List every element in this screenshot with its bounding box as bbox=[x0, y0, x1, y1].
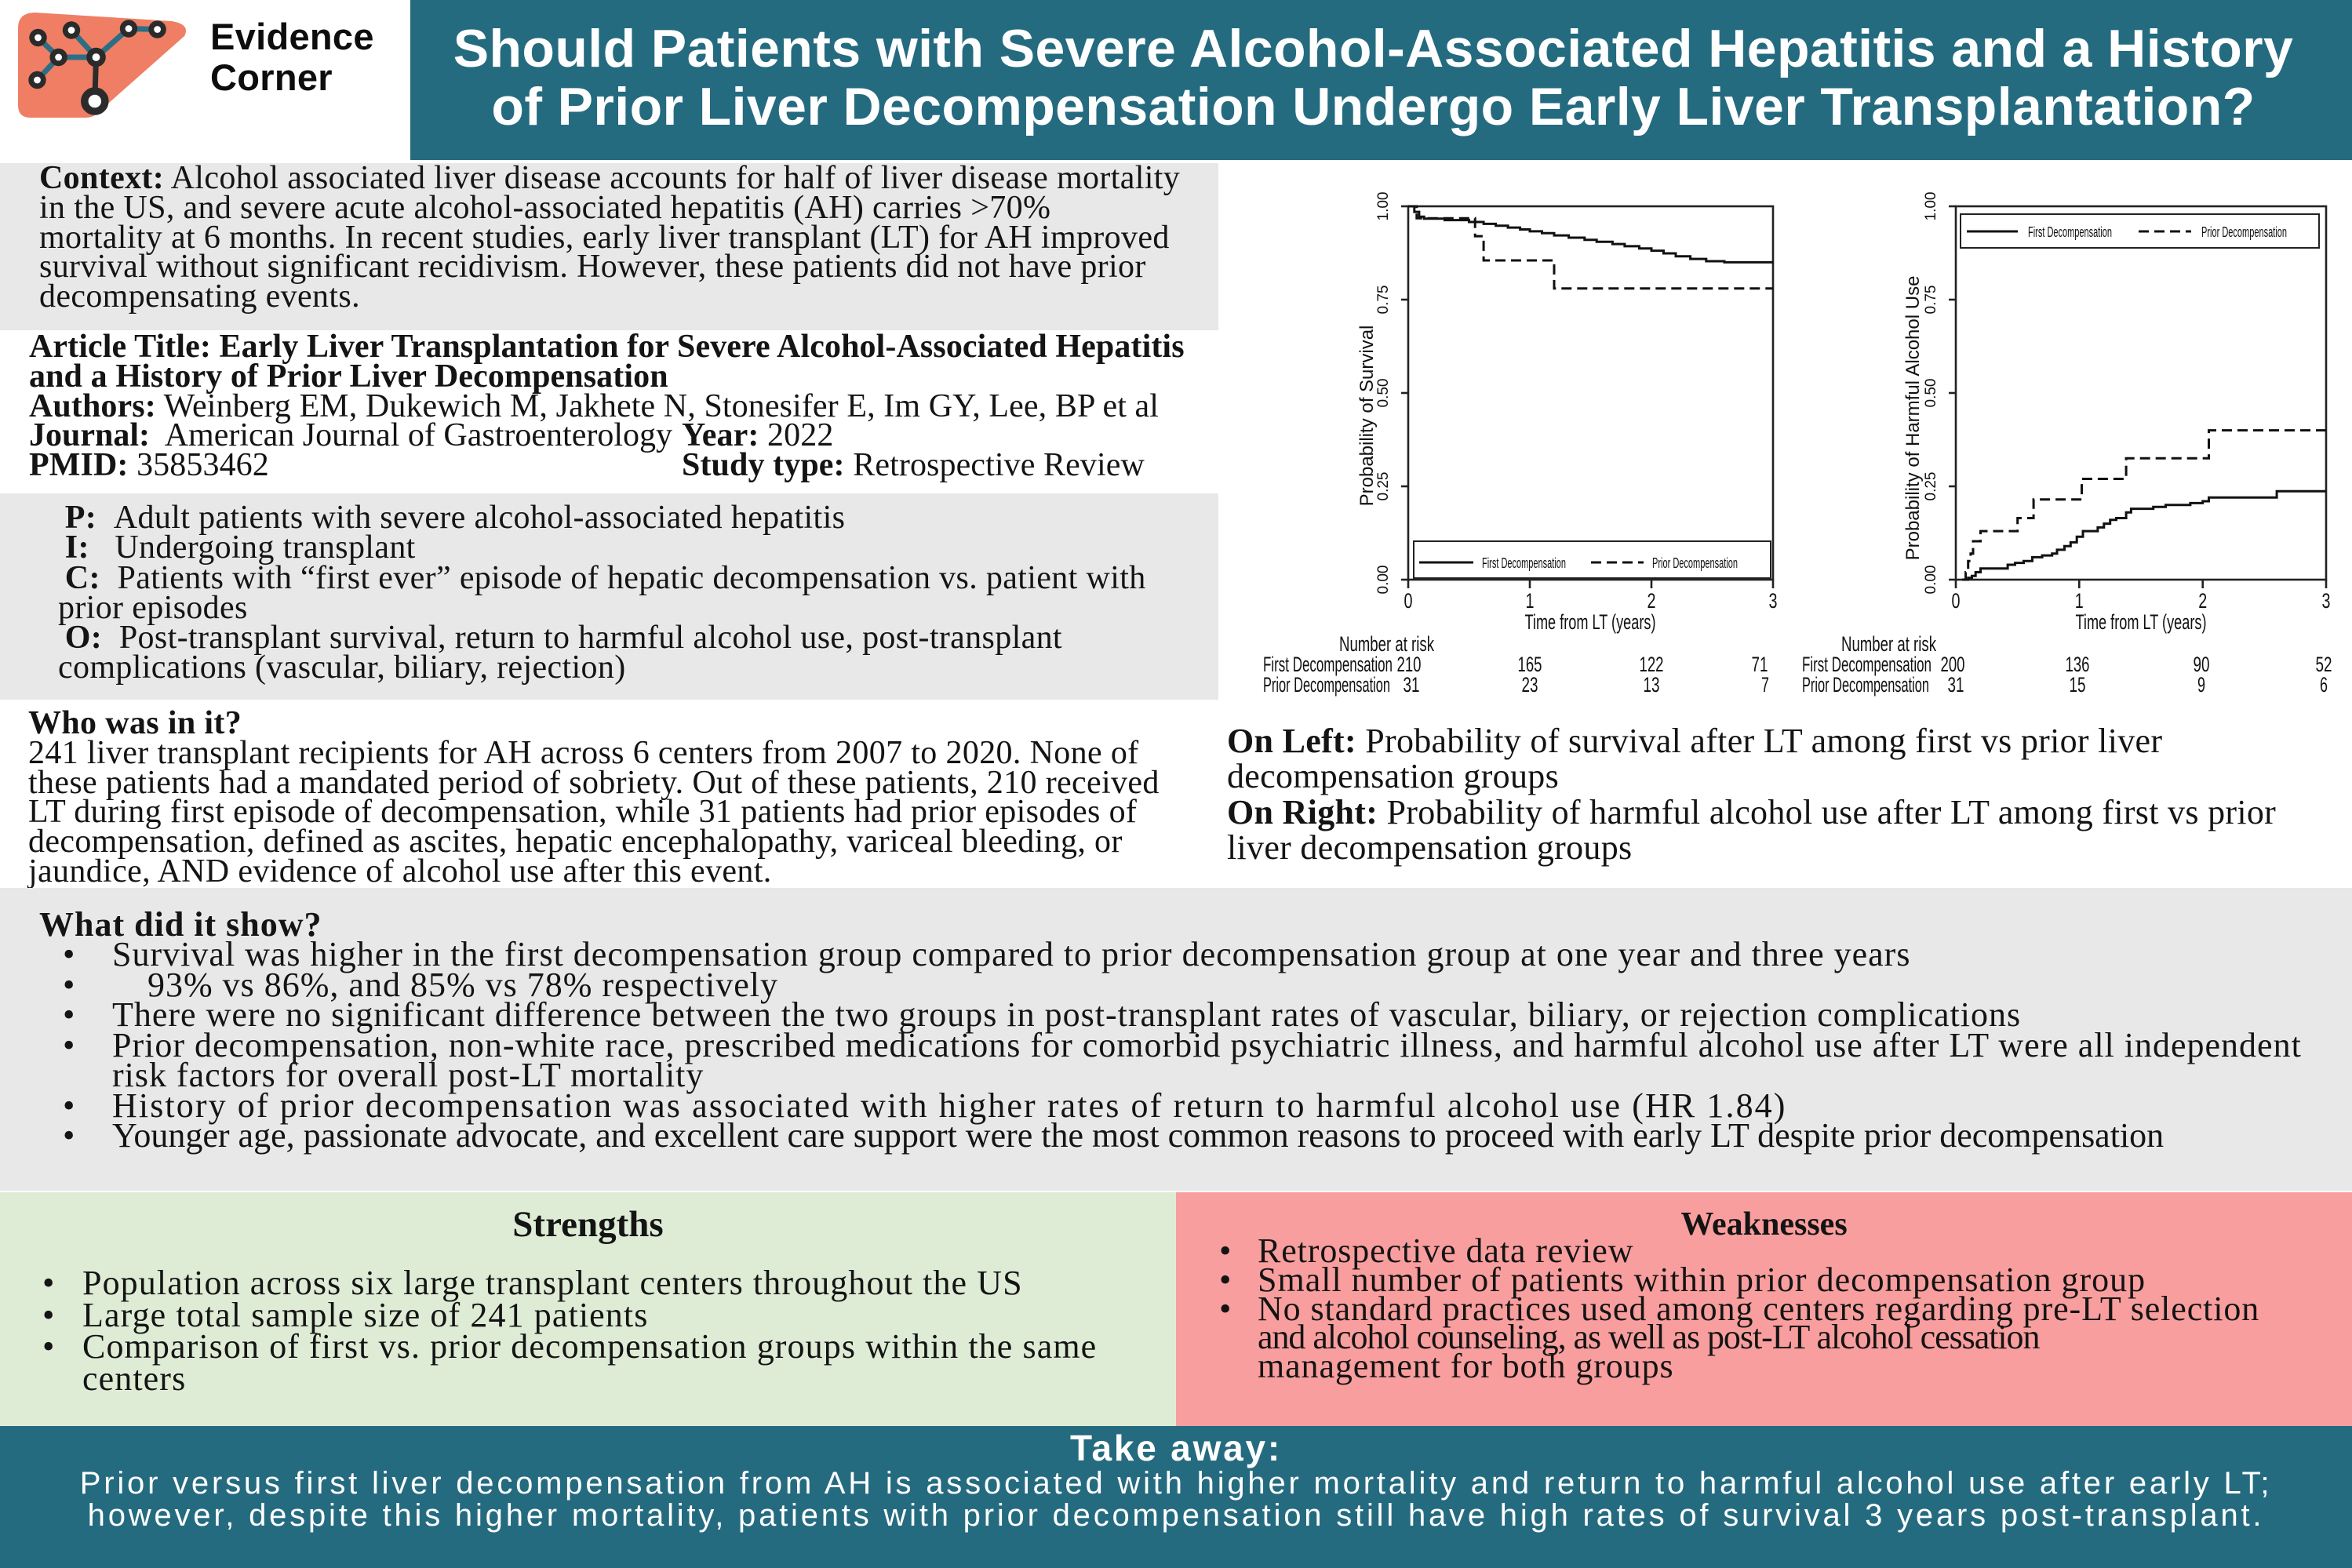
svg-text:0.75: 0.75 bbox=[1375, 286, 1392, 315]
svg-text:Number at risk: Number at risk bbox=[1841, 632, 1936, 656]
svg-text:Probability of Survival: Probability of Survival bbox=[1356, 326, 1378, 507]
svg-text:90: 90 bbox=[2194, 653, 2210, 676]
svg-text:0.50: 0.50 bbox=[1923, 379, 1939, 408]
svg-text:71: 71 bbox=[1752, 653, 1768, 676]
svg-text:3: 3 bbox=[2322, 589, 2331, 613]
svg-text:Prior Decompensation: Prior Decompensation bbox=[1802, 673, 1929, 697]
svg-text:1.00: 1.00 bbox=[1923, 192, 1939, 221]
svg-text:23: 23 bbox=[1522, 673, 1538, 697]
svg-text:31: 31 bbox=[1948, 673, 1964, 697]
svg-text:First Decompensation: First Decompensation bbox=[1263, 653, 1393, 676]
svg-text:15: 15 bbox=[2070, 673, 2086, 697]
svg-text:165: 165 bbox=[1518, 653, 1542, 676]
svg-text:2: 2 bbox=[1647, 589, 1656, 613]
svg-text:200: 200 bbox=[1941, 653, 1965, 676]
svg-text:1: 1 bbox=[2075, 589, 2084, 613]
svg-text:First Decompensation: First Decompensation bbox=[2028, 224, 2112, 240]
svg-text:0.25: 0.25 bbox=[1923, 472, 1939, 501]
svg-text:0.00: 0.00 bbox=[1375, 566, 1392, 595]
svg-text:Prior Decompensation: Prior Decompensation bbox=[1652, 555, 1738, 571]
svg-text:First Decompensation: First Decompensation bbox=[1802, 653, 1931, 676]
svg-text:Probability of Harmful Alcohol: Probability of Harmful Alcohol Use bbox=[1902, 276, 1924, 561]
svg-text:0: 0 bbox=[1952, 589, 1961, 613]
svg-text:First Decompensation: First Decompensation bbox=[1482, 555, 1566, 571]
svg-text:13: 13 bbox=[1644, 673, 1660, 697]
svg-text:Prior Decompensation: Prior Decompensation bbox=[2201, 224, 2287, 240]
svg-text:1.00: 1.00 bbox=[1375, 192, 1392, 221]
svg-text:136: 136 bbox=[2066, 653, 2090, 676]
svg-text:210: 210 bbox=[1397, 653, 1422, 676]
svg-text:0.25: 0.25 bbox=[1375, 472, 1392, 501]
svg-text:0.50: 0.50 bbox=[1375, 379, 1392, 408]
svg-text:0.00: 0.00 bbox=[1923, 566, 1939, 595]
svg-text:6: 6 bbox=[2320, 673, 2328, 697]
svg-text:7: 7 bbox=[1761, 673, 1769, 697]
svg-text:1: 1 bbox=[1526, 589, 1535, 613]
svg-text:Number at risk: Number at risk bbox=[1339, 632, 1434, 656]
svg-text:Time from LT (years): Time from LT (years) bbox=[1525, 610, 1656, 634]
svg-text:Time from LT (years): Time from LT (years) bbox=[2076, 610, 2207, 634]
svg-text:3: 3 bbox=[1769, 589, 1778, 613]
svg-text:0.75: 0.75 bbox=[1923, 286, 1939, 315]
svg-text:9: 9 bbox=[2197, 673, 2205, 697]
svg-text:122: 122 bbox=[1640, 653, 1664, 676]
svg-text:31: 31 bbox=[1404, 673, 1420, 697]
svg-text:52: 52 bbox=[2316, 653, 2332, 676]
svg-text:2: 2 bbox=[2198, 589, 2207, 613]
svg-text:Prior Decompensation: Prior Decompensation bbox=[1263, 673, 1390, 697]
svg-text:0: 0 bbox=[1404, 589, 1413, 613]
